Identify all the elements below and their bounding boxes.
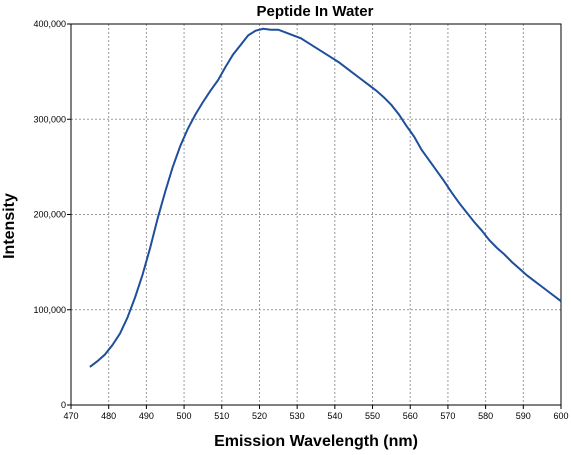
x-tick-label: 500: [177, 411, 192, 421]
x-tick-label: 470: [63, 411, 78, 421]
x-tick-label: 570: [440, 411, 455, 421]
x-axis-ticks: 470 480 490 500 510 520 530 540 550 560 570 580 590 6…: [63, 405, 569, 421]
x-tick-label: 520: [252, 411, 267, 421]
x-tick-label: 540: [327, 411, 342, 421]
x-tick-label: 600: [553, 411, 568, 421]
y-tick-label: 300,000: [33, 114, 66, 124]
x-tick-label: 530: [290, 411, 305, 421]
y-tick-label: 0: [61, 400, 66, 410]
x-tick-label: 480: [101, 411, 116, 421]
x-axis-title: Emission Wavelength (nm): [214, 433, 418, 450]
x-tick-label: 580: [478, 411, 493, 421]
x-tick-label: 510: [214, 411, 229, 421]
y-axis-title: Intensity: [1, 193, 18, 259]
x-tick-label: 550: [365, 411, 380, 421]
y-axis-ticks: 0 100,000 200,000 300,000 400,000: [33, 19, 71, 410]
y-tick-label: 400,000: [33, 19, 66, 29]
x-tick-label: 560: [403, 411, 418, 421]
chart-title: Peptide In Water: [257, 3, 374, 20]
x-tick-label: 590: [516, 411, 531, 421]
y-tick-label: 100,000: [33, 305, 66, 315]
intensity-series-line: [89, 27, 562, 368]
x-tick-label: 490: [139, 411, 154, 421]
grid: [71, 24, 561, 405]
y-tick-label: 200,000: [33, 210, 66, 220]
